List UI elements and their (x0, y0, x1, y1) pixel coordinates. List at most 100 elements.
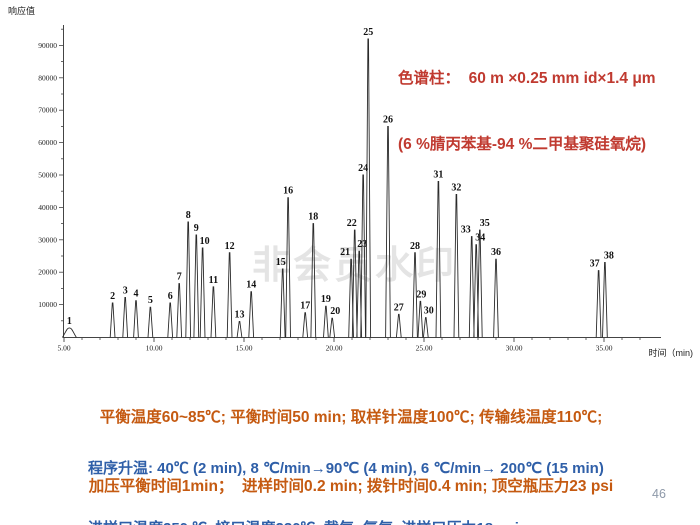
gc-line1: 程序升温: 40℃ (2 min), 8 ℃/min→90℃ (4 min), … (88, 460, 604, 477)
peak-33 (468, 236, 475, 338)
peak-label-10: 10 (200, 236, 210, 247)
peak-19 (323, 305, 329, 338)
y-tick-label: 80000 (38, 73, 57, 82)
peak-label-25: 25 (363, 27, 373, 38)
peak-34 (473, 244, 480, 338)
peak-label-19: 19 (321, 294, 331, 305)
peak-label-21: 21 (340, 247, 350, 258)
peak-11 (210, 286, 217, 338)
peak-label-3: 3 (123, 285, 128, 296)
peak-36 (493, 258, 499, 338)
x-tick-label: 10.00 (146, 344, 163, 353)
peak-24 (360, 174, 367, 338)
peak-label-36: 36 (491, 247, 501, 258)
peak-label-12: 12 (225, 241, 235, 252)
chromatogram-chart: 10000 20000 30000 40000 50000 60000 70000 80000… (8, 5, 694, 358)
peak-7 (176, 283, 183, 338)
page-number: 46 (652, 487, 666, 501)
y-tick-label: 10000 (38, 300, 57, 309)
peak-label-11: 11 (209, 275, 218, 286)
gc-conditions-text: 程序升温: 40℃ (2 min), 8 ℃/min→90℃ (4 min), … (88, 419, 678, 525)
peak-label-17: 17 (300, 301, 310, 312)
headspace-conditions-text: 平衡温度60~85℃; 平衡时间50 min; 取样针温度100℃; 传输线温度… (20, 360, 682, 525)
peak-27 (395, 313, 402, 338)
peak-label-28: 28 (410, 241, 420, 252)
peak-label-20: 20 (330, 306, 340, 317)
peak-label-33: 33 (461, 225, 471, 236)
peak-26 (385, 125, 391, 338)
x-tick-label: 20.00 (326, 344, 343, 353)
x-tick-label: 30.00 (506, 344, 523, 353)
gc-line2: 进样口温度250 ℃, 接口温度230℃, 载气: 氮气, 进样口压力18 ps… (88, 519, 678, 525)
peak-label-4: 4 (134, 289, 139, 300)
peak-21 (348, 258, 354, 338)
peak-label-14: 14 (246, 280, 256, 291)
peak-3 (122, 297, 129, 338)
peak-label-5: 5 (148, 295, 153, 306)
x-tick-label: 5.00 (57, 344, 70, 353)
peak-8 (185, 221, 192, 338)
headspace-line2: 加压平衡时间1min； 进样时间0.2 min; 拨针时间0.4 min; 顶空… (88, 478, 614, 495)
peak-31 (435, 181, 442, 338)
peak-label-6: 6 (168, 291, 173, 302)
peak-1 (62, 327, 77, 338)
column-info-line2: (6 %腈丙苯基-94 %二甲基聚硅氧烷) (398, 136, 647, 153)
peak-label-31: 31 (433, 169, 443, 180)
peak-label-24: 24 (358, 163, 368, 174)
y-tick-label: 20000 (38, 268, 57, 277)
peak-label-18: 18 (308, 212, 318, 223)
peak-9 (193, 234, 200, 338)
peak-label-8: 8 (186, 210, 191, 221)
peak-label-7: 7 (177, 272, 182, 283)
peak-label-38: 38 (604, 250, 614, 261)
peak-14 (248, 291, 255, 338)
peak-25 (365, 38, 372, 338)
peak-label-16: 16 (283, 186, 293, 197)
y-tick-label: 40000 (38, 203, 57, 212)
y-tick-label: 60000 (38, 138, 57, 147)
peak-22 (351, 229, 358, 338)
peak-label-30: 30 (424, 306, 434, 317)
peak-5 (147, 306, 154, 338)
x-tick-label: 15.00 (236, 344, 253, 353)
peak-12 (226, 252, 233, 338)
column-info-text: 色谱柱： 60 m ×0.25 mm id×1.4 μm (6 %腈丙苯基-94… (398, 24, 694, 200)
peak-label-29: 29 (416, 289, 426, 300)
y-tick-label: 50000 (38, 171, 57, 180)
y-tick-label: 30000 (38, 235, 57, 244)
peak-2 (109, 302, 116, 338)
peak-label-1: 1 (67, 316, 72, 327)
peak-label-35: 35 (480, 218, 490, 229)
peak-23 (356, 250, 363, 338)
y-tick-label: 70000 (38, 106, 57, 115)
peak-4 (133, 300, 139, 338)
peak-38 (602, 262, 608, 338)
peak-label-26: 26 (383, 114, 393, 125)
peak-15 (279, 268, 286, 338)
column-info-line1: 色谱柱： 60 m ×0.25 mm id×1.4 μm (398, 70, 656, 87)
peak-35 (476, 229, 483, 338)
peak-17 (302, 312, 309, 338)
peak-18 (310, 223, 317, 338)
peak-37 (595, 270, 602, 338)
y-axis-title: 响应值 (8, 5, 35, 16)
peak-13 (236, 320, 243, 338)
peak-label-37: 37 (590, 259, 600, 270)
peak-29 (417, 300, 424, 338)
peak-label-32: 32 (451, 182, 461, 193)
peak-label-15: 15 (276, 257, 286, 268)
peak-label-27: 27 (394, 302, 404, 313)
peak-20 (329, 317, 336, 338)
x-axis-title: 时间（min) (649, 347, 694, 358)
peak-10 (199, 247, 206, 338)
y-tick-label: 90000 (38, 41, 57, 50)
peak-32 (453, 193, 460, 338)
headspace-line1: 平衡温度60~85℃; 平衡时间50 min; 取样针温度100℃; 传输线温度… (99, 409, 603, 426)
peak-label-9: 9 (194, 223, 199, 234)
peak-30 (422, 317, 429, 338)
peak-label-2: 2 (110, 291, 115, 302)
peak-label-22: 22 (347, 218, 357, 229)
peak-6 (167, 302, 174, 338)
x-tick-label: 35.00 (596, 344, 613, 353)
